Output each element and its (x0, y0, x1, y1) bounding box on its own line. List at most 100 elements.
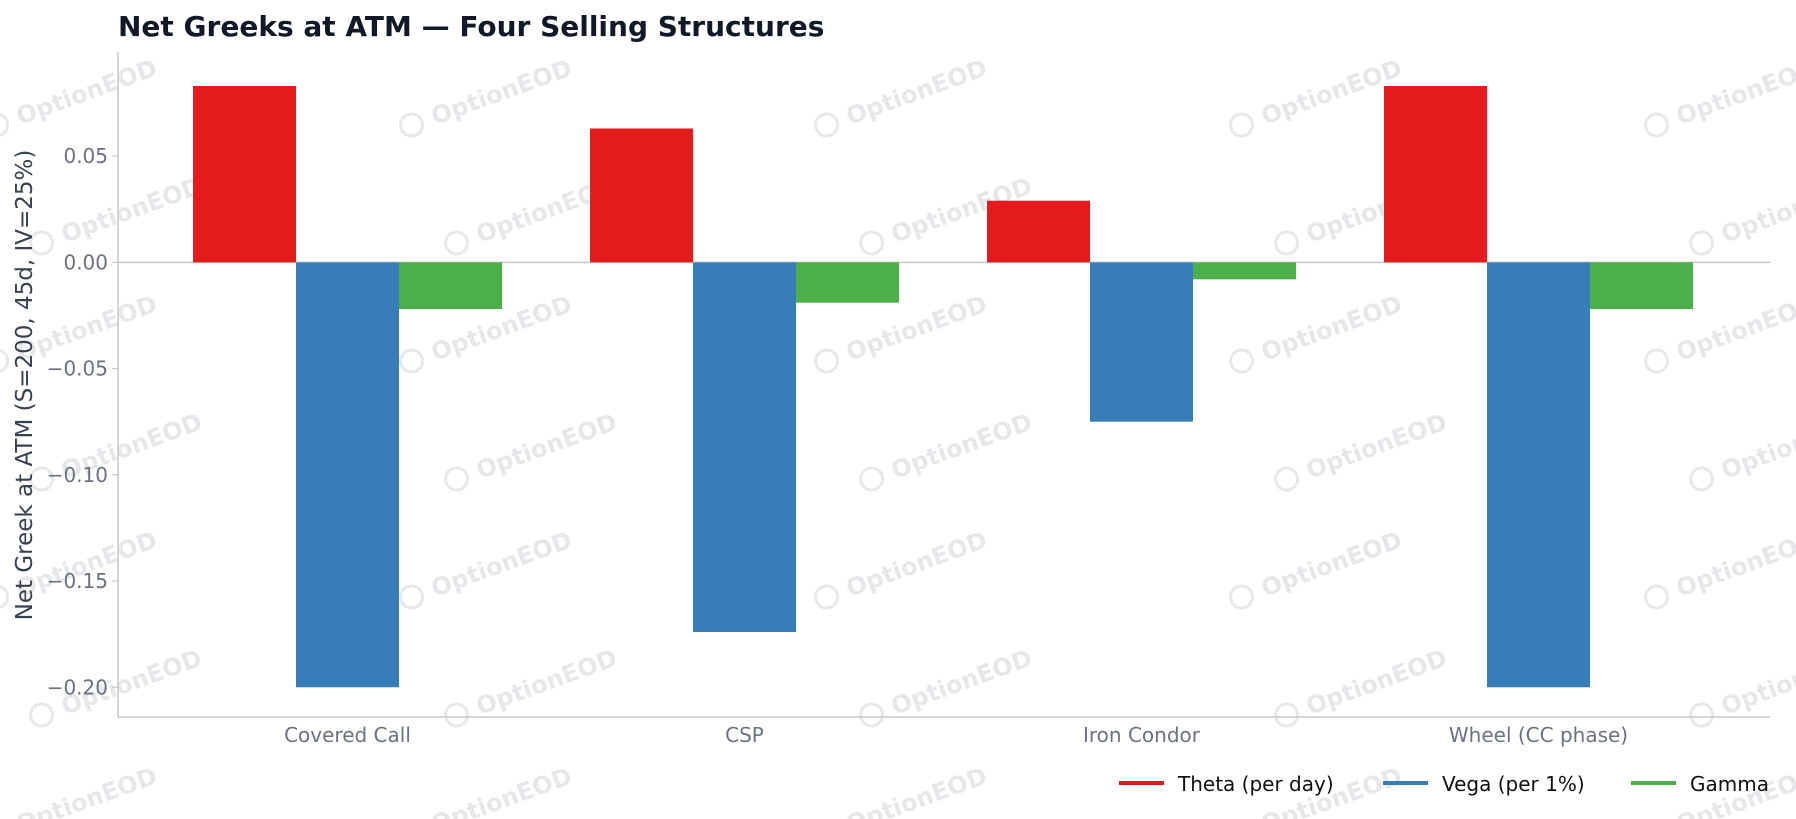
watermark: OptionEOD (1274, 408, 1451, 492)
watermark: OptionEOD (1274, 644, 1451, 728)
watermark-logo-icon (814, 584, 840, 610)
bar-covered-call-gamma (399, 262, 502, 310)
watermark-text: OptionEOD (427, 526, 575, 603)
bar-csp-theta-per-day- (590, 128, 693, 263)
watermark: OptionEOD (1644, 54, 1796, 138)
watermark-text: OptionEOD (472, 408, 620, 485)
watermark-logo-icon (1229, 584, 1255, 610)
legend-label: Gamma (1690, 772, 1769, 796)
watermark-text: OptionEOD (1257, 526, 1405, 603)
watermark-logo-icon (814, 112, 840, 138)
watermark: OptionEOD (444, 408, 621, 492)
watermark-text: OptionEOD (1672, 54, 1796, 131)
watermark-text: OptionEOD (12, 54, 160, 131)
watermark: OptionEOD (1689, 172, 1796, 256)
watermark-text: OptionEOD (12, 762, 160, 819)
watermark-logo-icon (1689, 702, 1715, 728)
bar-iron-condor-theta-per-day- (987, 200, 1090, 263)
bar-iron-condor-vega-per-1- (1090, 262, 1193, 422)
watermark-text: OptionEOD (1257, 54, 1405, 131)
watermark-text: OptionEOD (842, 54, 990, 131)
watermark-logo-icon (1689, 466, 1715, 492)
watermark-logo-icon (1644, 348, 1670, 374)
watermark-logo-icon (29, 466, 55, 492)
y-tick-label: 0.00 (63, 250, 108, 274)
watermark-text: OptionEOD (1302, 644, 1450, 721)
watermark-text: OptionEOD (1717, 408, 1796, 485)
y-ticks-layer: 0.05 0.00 −0.05 −0.10 −0.15 −0.20 (47, 144, 118, 699)
watermark-text: OptionEOD (842, 526, 990, 603)
watermark-logo-icon (859, 466, 885, 492)
watermark: OptionEOD (814, 526, 991, 610)
watermark: OptionEOD (814, 290, 991, 374)
watermark-logo-icon (1229, 112, 1255, 138)
x-tick-label: Covered Call (284, 723, 411, 747)
watermark-logo-icon (0, 112, 10, 138)
watermark: OptionEOD (444, 644, 621, 728)
y-tick-label: −0.05 (47, 357, 108, 381)
watermark: OptionEOD (842, 762, 990, 819)
legend-label: Theta (per day) (1177, 772, 1334, 796)
watermark: OptionEOD (0, 54, 161, 138)
bars-layer (193, 85, 1693, 688)
watermark: OptionEOD (1644, 526, 1796, 610)
bar-covered-call-theta-per-day- (193, 85, 296, 263)
bar-wheel-cc-phase--theta-per-day- (1384, 85, 1487, 263)
watermark-logo-icon (399, 348, 425, 374)
watermark-logo-icon (859, 230, 885, 256)
watermark-text: OptionEOD (427, 54, 575, 131)
legend-label: Vega (per 1%) (1442, 772, 1585, 796)
watermark-logo-icon (444, 466, 470, 492)
watermark-text: OptionEOD (842, 762, 990, 819)
watermark-logo-icon (0, 584, 10, 610)
watermark: OptionEOD (1229, 526, 1406, 610)
y-tick-label: −0.20 (47, 675, 108, 699)
watermark-logo-icon (29, 702, 55, 728)
watermark-logo-icon (1644, 584, 1670, 610)
watermark-text: OptionEOD (887, 408, 1035, 485)
watermark: OptionEOD (399, 526, 576, 610)
watermark-logo-icon (399, 584, 425, 610)
watermark-text: OptionEOD (1302, 408, 1450, 485)
y-axis-label: Net Greek at ATM (S=200, 45d, IV=25%) (12, 150, 38, 621)
watermark: OptionEOD (859, 644, 1036, 728)
watermark-text: OptionEOD (57, 172, 205, 249)
watermark-text: OptionEOD (887, 644, 1035, 721)
bar-iron-condor-gamma (1193, 262, 1296, 280)
watermark-logo-icon (0, 348, 10, 374)
watermark-logo-icon (859, 702, 885, 728)
watermark-logo-icon (399, 112, 425, 138)
watermark: OptionEOD (1229, 54, 1406, 138)
y-tick-label: 0.05 (63, 144, 108, 168)
watermark-logo-icon (444, 702, 470, 728)
bar-wheel-cc-phase--vega-per-1- (1487, 262, 1590, 688)
watermark-logo-icon (1229, 348, 1255, 374)
x-tick-label: Wheel (CC phase) (1449, 723, 1628, 747)
watermark-logo-icon (814, 348, 840, 374)
watermark-logo-icon (1644, 112, 1670, 138)
watermark-text: OptionEOD (472, 644, 620, 721)
watermark: OptionEOD (1689, 644, 1796, 728)
legend: Theta (per day) Vega (per 1%) Gamma (1119, 772, 1769, 796)
watermark-text: OptionEOD (1717, 644, 1796, 721)
y-tick-label: −0.10 (47, 463, 108, 487)
x-tick-label: Iron Condor (1083, 723, 1201, 747)
watermark: OptionEOD (399, 54, 576, 138)
y-tick-label: −0.15 (47, 569, 108, 593)
watermark: OptionEOD (814, 54, 991, 138)
watermark: OptionEOD (1229, 290, 1406, 374)
bar-wheel-cc-phase--gamma (1590, 262, 1693, 310)
chart-title: Net Greeks at ATM — Four Selling Structu… (118, 10, 824, 43)
watermark-text: OptionEOD (1257, 290, 1405, 367)
watermark-logo-icon (1274, 702, 1300, 728)
watermark: OptionEOD (1689, 408, 1796, 492)
bar-csp-gamma (796, 262, 899, 303)
bar-covered-call-vega-per-1- (296, 262, 399, 688)
x-tick-label: CSP (725, 723, 764, 747)
watermark-text: OptionEOD (427, 762, 575, 819)
x-ticks-layer: Covered Call CSP Iron Condor Wheel (CC phas… (284, 723, 1628, 747)
watermark-logo-icon (1689, 230, 1715, 256)
watermark-text: OptionEOD (1672, 526, 1796, 603)
